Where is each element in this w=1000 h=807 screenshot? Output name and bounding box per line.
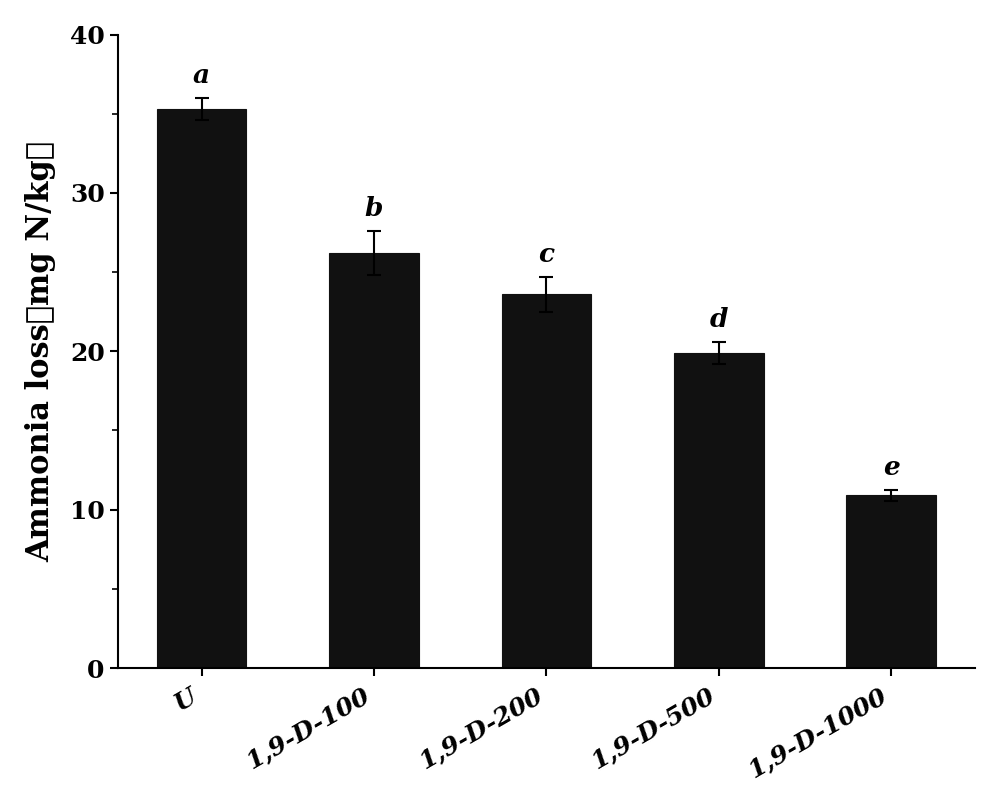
Bar bbox=[329, 253, 419, 668]
Text: c: c bbox=[538, 242, 554, 267]
Text: e: e bbox=[883, 455, 900, 480]
Y-axis label: Ammonia loss（mg N/kg）: Ammonia loss（mg N/kg） bbox=[25, 140, 56, 562]
Bar bbox=[157, 109, 246, 668]
Bar bbox=[846, 495, 936, 668]
Text: d: d bbox=[710, 307, 728, 332]
Text: a: a bbox=[193, 63, 210, 88]
Bar bbox=[674, 353, 764, 668]
Bar bbox=[502, 295, 591, 668]
Text: b: b bbox=[365, 196, 383, 221]
